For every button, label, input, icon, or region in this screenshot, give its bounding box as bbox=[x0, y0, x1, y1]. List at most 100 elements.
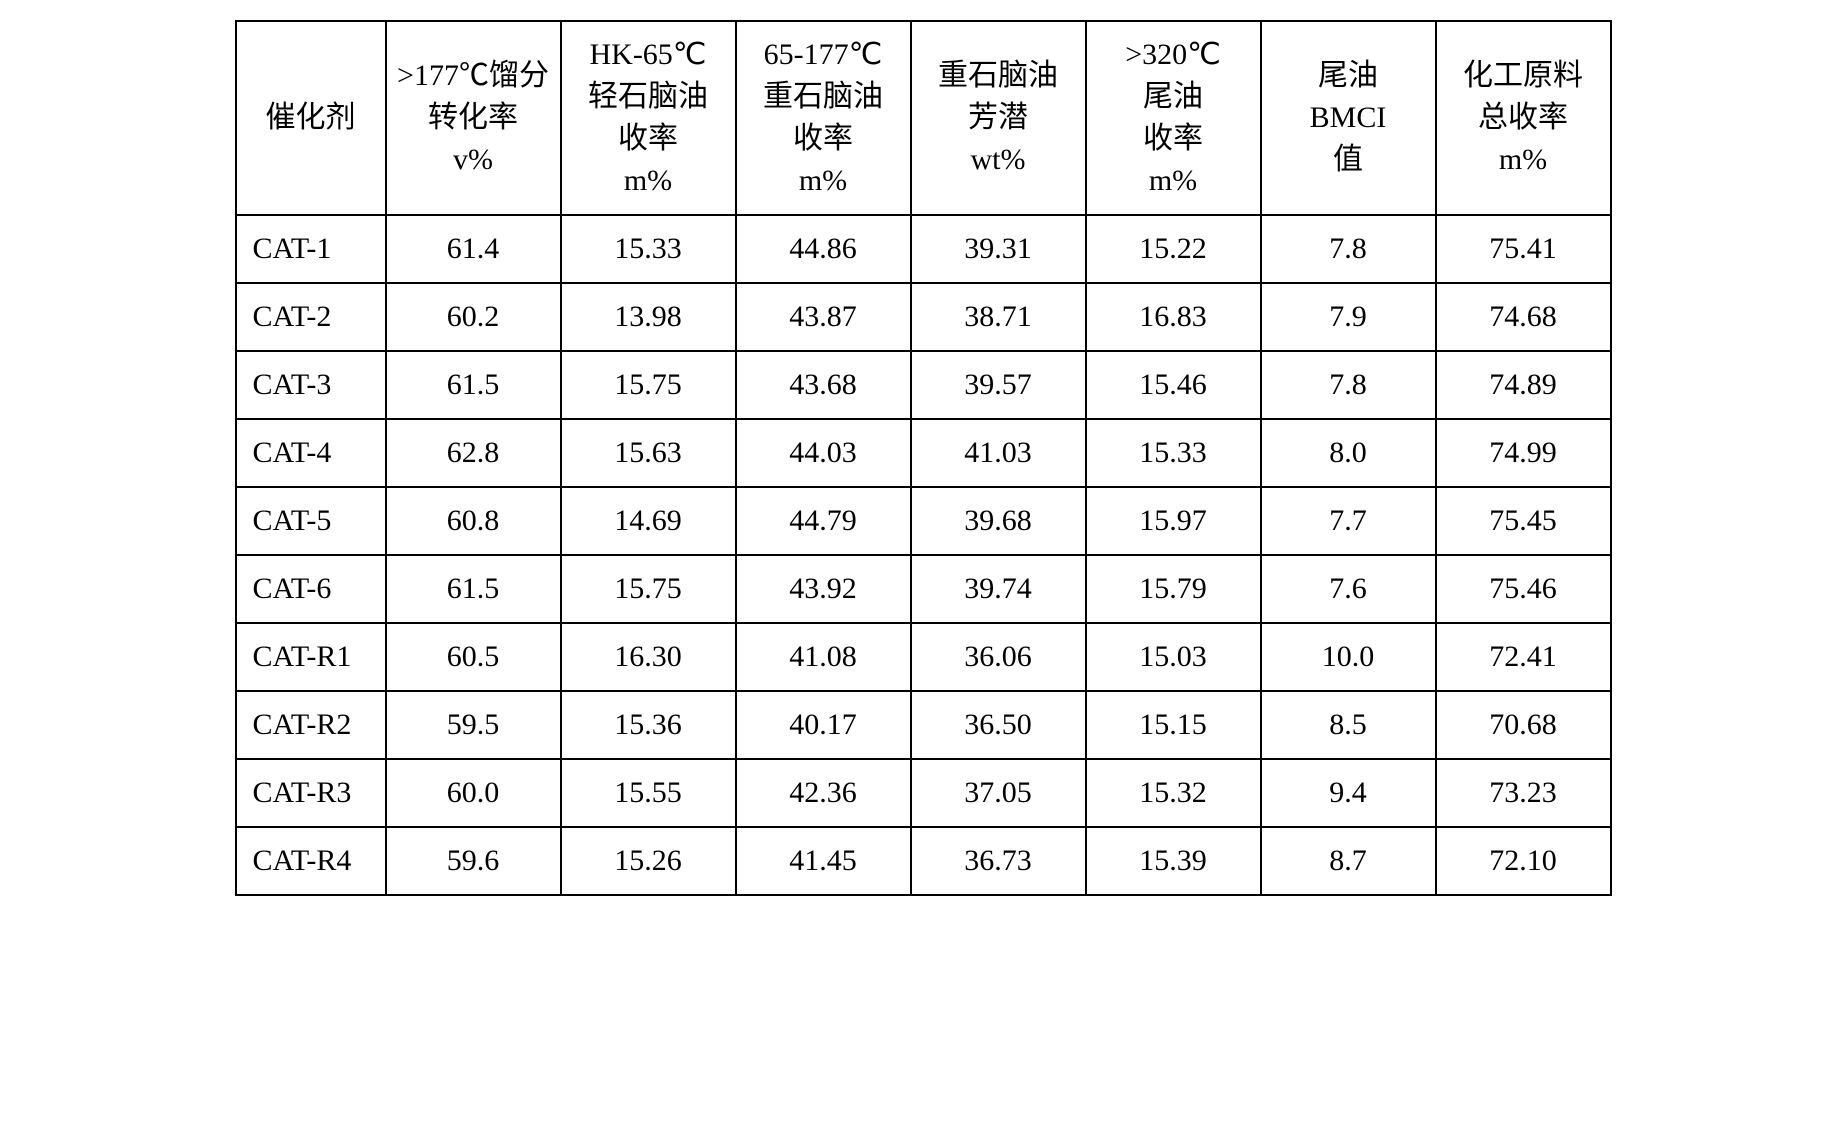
cell-catalyst: CAT-2 bbox=[236, 283, 386, 351]
table-row: CAT-R4 59.6 15.26 41.45 36.73 15.39 8.7 … bbox=[236, 827, 1611, 895]
cell-catalyst: CAT-R4 bbox=[236, 827, 386, 895]
cell-value: 15.26 bbox=[561, 827, 736, 895]
cell-value: 72.10 bbox=[1436, 827, 1611, 895]
cell-value: 42.36 bbox=[736, 759, 911, 827]
cell-value: 7.6 bbox=[1261, 555, 1436, 623]
cell-value: 43.87 bbox=[736, 283, 911, 351]
cell-value: 37.05 bbox=[911, 759, 1086, 827]
table-row: CAT-5 60.8 14.69 44.79 39.68 15.97 7.7 7… bbox=[236, 487, 1611, 555]
cell-value: 60.8 bbox=[386, 487, 561, 555]
header-aromatic-potential: 重石脑油芳潜wt% bbox=[911, 21, 1086, 215]
table-row: CAT-R2 59.5 15.36 40.17 36.50 15.15 8.5 … bbox=[236, 691, 1611, 759]
cell-value: 75.45 bbox=[1436, 487, 1611, 555]
cell-value: 41.08 bbox=[736, 623, 911, 691]
cell-value: 39.57 bbox=[911, 351, 1086, 419]
cell-value: 36.06 bbox=[911, 623, 1086, 691]
cell-value: 39.31 bbox=[911, 215, 1086, 283]
table-header: 催化剂 >177℃馏分转化率v% HK-65℃轻石脑油收率m% 65-177℃重… bbox=[236, 21, 1611, 215]
cell-value: 15.22 bbox=[1086, 215, 1261, 283]
table-row: CAT-4 62.8 15.63 44.03 41.03 15.33 8.0 7… bbox=[236, 419, 1611, 487]
cell-value: 16.83 bbox=[1086, 283, 1261, 351]
header-total-yield: 化工原料总收率m% bbox=[1436, 21, 1611, 215]
cell-value: 41.03 bbox=[911, 419, 1086, 487]
header-heavy-naphtha: 65-177℃重石脑油收率m% bbox=[736, 21, 911, 215]
cell-catalyst: CAT-4 bbox=[236, 419, 386, 487]
table-row: CAT-1 61.4 15.33 44.86 39.31 15.22 7.8 7… bbox=[236, 215, 1611, 283]
cell-value: 15.32 bbox=[1086, 759, 1261, 827]
cell-value: 74.89 bbox=[1436, 351, 1611, 419]
cell-value: 8.5 bbox=[1261, 691, 1436, 759]
cell-value: 15.63 bbox=[561, 419, 736, 487]
catalyst-performance-table: 催化剂 >177℃馏分转化率v% HK-65℃轻石脑油收率m% 65-177℃重… bbox=[235, 20, 1612, 896]
cell-value: 9.4 bbox=[1261, 759, 1436, 827]
cell-value: 15.33 bbox=[1086, 419, 1261, 487]
table-row: CAT-2 60.2 13.98 43.87 38.71 16.83 7.9 7… bbox=[236, 283, 1611, 351]
cell-value: 39.68 bbox=[911, 487, 1086, 555]
cell-value: 60.5 bbox=[386, 623, 561, 691]
cell-value: 15.46 bbox=[1086, 351, 1261, 419]
cell-value: 36.73 bbox=[911, 827, 1086, 895]
cell-catalyst: CAT-5 bbox=[236, 487, 386, 555]
header-catalyst: 催化剂 bbox=[236, 21, 386, 215]
header-bmci: 尾油BMCI值 bbox=[1261, 21, 1436, 215]
cell-value: 8.7 bbox=[1261, 827, 1436, 895]
cell-value: 75.41 bbox=[1436, 215, 1611, 283]
cell-value: 60.2 bbox=[386, 283, 561, 351]
cell-value: 75.46 bbox=[1436, 555, 1611, 623]
cell-value: 59.6 bbox=[386, 827, 561, 895]
cell-value: 61.4 bbox=[386, 215, 561, 283]
cell-value: 16.30 bbox=[561, 623, 736, 691]
header-tail-oil: >320℃尾油收率m% bbox=[1086, 21, 1261, 215]
cell-value: 15.55 bbox=[561, 759, 736, 827]
cell-value: 44.79 bbox=[736, 487, 911, 555]
cell-value: 74.99 bbox=[1436, 419, 1611, 487]
cell-value: 61.5 bbox=[386, 351, 561, 419]
cell-value: 15.15 bbox=[1086, 691, 1261, 759]
cell-value: 8.0 bbox=[1261, 419, 1436, 487]
table-row: CAT-6 61.5 15.75 43.92 39.74 15.79 7.6 7… bbox=[236, 555, 1611, 623]
table-row: CAT-R1 60.5 16.30 41.08 36.06 15.03 10.0… bbox=[236, 623, 1611, 691]
cell-value: 13.98 bbox=[561, 283, 736, 351]
cell-value: 72.41 bbox=[1436, 623, 1611, 691]
cell-catalyst: CAT-R1 bbox=[236, 623, 386, 691]
cell-value: 7.7 bbox=[1261, 487, 1436, 555]
cell-value: 59.5 bbox=[386, 691, 561, 759]
cell-value: 43.68 bbox=[736, 351, 911, 419]
cell-value: 44.86 bbox=[736, 215, 911, 283]
cell-value: 10.0 bbox=[1261, 623, 1436, 691]
cell-value: 41.45 bbox=[736, 827, 911, 895]
table-body: CAT-1 61.4 15.33 44.86 39.31 15.22 7.8 7… bbox=[236, 215, 1611, 895]
cell-value: 15.79 bbox=[1086, 555, 1261, 623]
cell-value: 7.8 bbox=[1261, 215, 1436, 283]
cell-value: 38.71 bbox=[911, 283, 1086, 351]
header-conversion: >177℃馏分转化率v% bbox=[386, 21, 561, 215]
cell-catalyst: CAT-3 bbox=[236, 351, 386, 419]
cell-value: 14.69 bbox=[561, 487, 736, 555]
cell-value: 15.75 bbox=[561, 555, 736, 623]
cell-value: 40.17 bbox=[736, 691, 911, 759]
cell-catalyst: CAT-1 bbox=[236, 215, 386, 283]
cell-value: 7.9 bbox=[1261, 283, 1436, 351]
table-row: CAT-R3 60.0 15.55 42.36 37.05 15.32 9.4 … bbox=[236, 759, 1611, 827]
cell-value: 15.75 bbox=[561, 351, 736, 419]
cell-catalyst: CAT-R2 bbox=[236, 691, 386, 759]
cell-value: 74.68 bbox=[1436, 283, 1611, 351]
cell-value: 15.36 bbox=[561, 691, 736, 759]
cell-value: 15.97 bbox=[1086, 487, 1261, 555]
cell-value: 15.33 bbox=[561, 215, 736, 283]
cell-value: 61.5 bbox=[386, 555, 561, 623]
cell-value: 43.92 bbox=[736, 555, 911, 623]
cell-value: 7.8 bbox=[1261, 351, 1436, 419]
cell-value: 62.8 bbox=[386, 419, 561, 487]
cell-value: 73.23 bbox=[1436, 759, 1611, 827]
cell-value: 15.03 bbox=[1086, 623, 1261, 691]
cell-value: 70.68 bbox=[1436, 691, 1611, 759]
cell-value: 15.39 bbox=[1086, 827, 1261, 895]
header-light-naphtha: HK-65℃轻石脑油收率m% bbox=[561, 21, 736, 215]
header-row: 催化剂 >177℃馏分转化率v% HK-65℃轻石脑油收率m% 65-177℃重… bbox=[236, 21, 1611, 215]
cell-value: 60.0 bbox=[386, 759, 561, 827]
table-row: CAT-3 61.5 15.75 43.68 39.57 15.46 7.8 7… bbox=[236, 351, 1611, 419]
cell-catalyst: CAT-R3 bbox=[236, 759, 386, 827]
cell-catalyst: CAT-6 bbox=[236, 555, 386, 623]
cell-value: 36.50 bbox=[911, 691, 1086, 759]
